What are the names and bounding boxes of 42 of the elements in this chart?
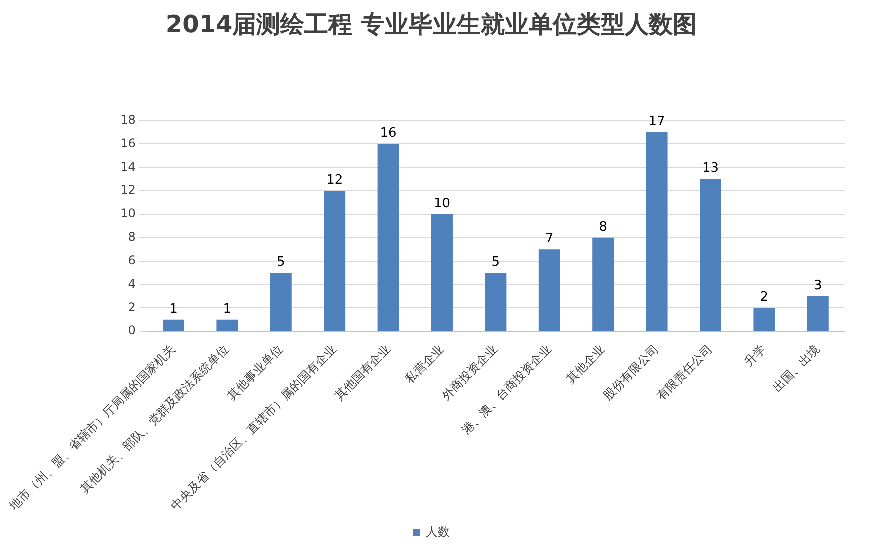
bar [378,144,400,332]
bar [646,132,668,332]
bar [700,179,722,332]
y-tick-label: 8 [128,230,136,244]
bar [216,320,238,332]
bar [324,191,346,332]
y-tick-label: 10 [120,206,136,221]
data-label: 2 [760,290,769,306]
y-tick-label: 2 [128,300,136,314]
x-tick-label: 私营企业 [402,342,447,386]
data-label: 8 [599,220,608,235]
data-label: 7 [546,231,554,246]
data-label: 5 [276,254,286,270]
data-label: 16 [380,126,397,142]
y-tick-label: 14 [120,160,136,174]
y-tick-label: 0 [128,324,136,338]
x-tick-label: 出国、出境 [770,342,822,394]
data-label: 13 [702,161,720,176]
data-label: 5 [492,254,500,270]
x-tick-label: 升学 [742,342,769,369]
chart-title: 2014届测绘工程 专业毕业生就业单位类型人数图 [166,10,698,39]
legend-label: 人数 [426,525,450,540]
y-tick-label: 18 [120,112,136,127]
bar [754,308,776,332]
x-tick-label: 其他企业 [564,342,608,386]
data-label: 17 [648,114,666,130]
y-tick-label: 6 [128,253,136,268]
y-tick-label: 4 [128,276,136,291]
bar [485,273,507,332]
data-label: 3 [814,278,822,294]
data-label: 1 [223,302,232,317]
bar [807,296,829,332]
bar [270,273,292,332]
bar [432,214,453,332]
bar [538,250,560,332]
data-label: 10 [434,196,451,212]
data-label: 12 [326,172,344,188]
bar [592,238,614,332]
y-tick-label: 16 [120,136,136,150]
data-label: 1 [170,302,178,317]
bar [162,320,184,332]
y-tick-label: 12 [120,183,136,198]
